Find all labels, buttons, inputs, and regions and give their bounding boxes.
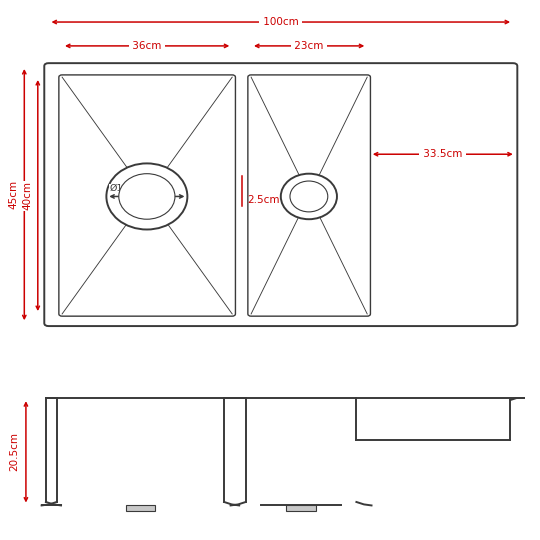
Bar [126, 505, 156, 511]
Text: 33.5cm: 33.5cm [420, 149, 465, 159]
Ellipse shape [119, 174, 175, 219]
Text: 23cm: 23cm [292, 41, 327, 51]
Bar [286, 505, 316, 511]
Ellipse shape [290, 181, 328, 212]
Text: 45cm: 45cm [9, 180, 19, 209]
Text: 100cm: 100cm [260, 17, 302, 27]
Text: Ø11.4cm: Ø11.4cm [109, 184, 152, 193]
Text: 36cm: 36cm [130, 41, 165, 51]
Ellipse shape [106, 164, 187, 230]
Text: 2.5cm: 2.5cm [247, 194, 280, 205]
Text: 20.5cm: 20.5cm [9, 433, 19, 471]
Text: 40cm: 40cm [22, 181, 32, 210]
Ellipse shape [281, 174, 337, 219]
